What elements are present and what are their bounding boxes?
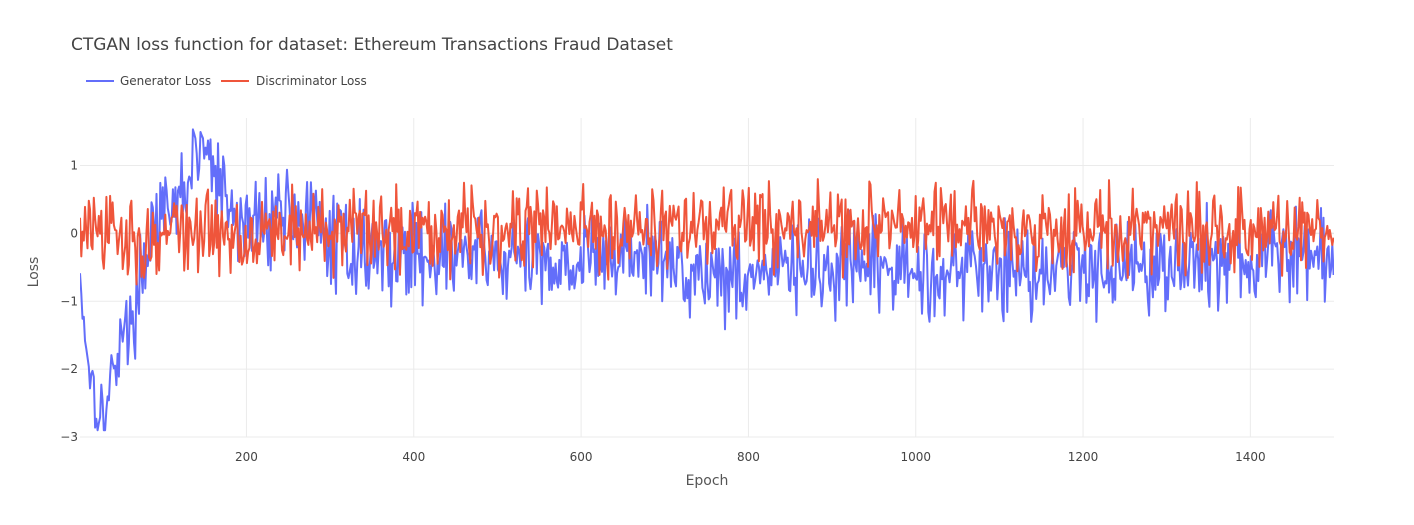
x-tick-label: 1400: [1235, 450, 1266, 464]
legend-label-discriminator: Discriminator Loss: [256, 74, 367, 88]
y-axis-title: Loss: [26, 257, 42, 288]
legend[interactable]: Generator Loss Discriminator Loss: [86, 74, 367, 88]
x-tick-label: 400: [402, 450, 425, 464]
legend-label-generator: Generator Loss: [120, 74, 211, 88]
x-tick-label: 600: [570, 450, 593, 464]
y-tick-label: −1: [60, 294, 78, 308]
series-line-discriminator[interactable]: [80, 178, 1334, 286]
y-tick-label: −3: [60, 430, 78, 444]
x-axis-title: Epoch: [686, 473, 729, 489]
y-tick-label: 1: [70, 159, 78, 173]
y-tick-label: 0: [70, 226, 78, 240]
chart-title: CTGAN loss function for dataset: Ethereu…: [71, 35, 673, 55]
series-line-generator[interactable]: [80, 128, 1334, 432]
x-axis: 200 400 600 800 1000 1200 1400: [235, 450, 1266, 464]
plot-area[interactable]: [80, 128, 1334, 432]
x-tick-label: 1000: [900, 450, 931, 464]
legend-item-generator[interactable]: Generator Loss: [86, 74, 211, 88]
x-tick-label: 1200: [1068, 450, 1099, 464]
y-tick-label: −2: [60, 362, 78, 376]
legend-item-discriminator[interactable]: Discriminator Loss: [221, 74, 367, 88]
y-axis: −3 −2 −1 0 1: [60, 159, 78, 444]
x-tick-label: 800: [737, 450, 760, 464]
x-tick-label: 200: [235, 450, 258, 464]
